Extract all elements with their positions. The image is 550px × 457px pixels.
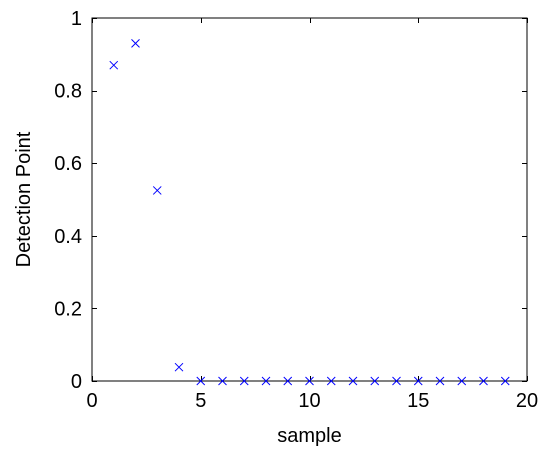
data-point — [435, 376, 445, 386]
y-tick-label: 0 — [71, 371, 82, 393]
data-point — [479, 376, 488, 386]
data-point — [174, 362, 184, 372]
data-point — [370, 376, 380, 386]
data-point — [457, 376, 467, 386]
data-point — [305, 376, 314, 386]
data-point — [196, 376, 206, 386]
x-tick-label: 15 — [407, 390, 429, 412]
data-point — [109, 60, 119, 70]
plot-frame-group — [91, 17, 528, 382]
x-tick-label: 10 — [298, 390, 320, 412]
y-tick-label: 1 — [71, 8, 82, 30]
data-point — [348, 376, 358, 386]
data-point — [218, 376, 227, 386]
x-tick-label: 0 — [86, 390, 97, 412]
y-tick-label: 0.6 — [54, 153, 82, 175]
x-tick-label: 5 — [195, 390, 206, 412]
plot-frame — [91, 17, 528, 382]
y-tick-label: 0.8 — [54, 81, 82, 103]
ticks-group — [92, 18, 528, 382]
data-point — [413, 376, 423, 386]
tick-labels-group: 0 5 10 15 20 0 0.2 0.4 0.6 0.8 1 — [54, 8, 538, 412]
data-point — [152, 186, 162, 195]
data-point — [500, 376, 510, 386]
x-axis-label: sample — [277, 425, 341, 447]
data-point — [283, 376, 293, 386]
data-point — [392, 376, 401, 386]
data-point — [239, 376, 249, 386]
data-point — [261, 376, 271, 386]
data-point — [131, 39, 140, 48]
y-tick-label: 0.4 — [54, 226, 82, 248]
x-tick-label: 20 — [516, 390, 538, 412]
y-tick-label: 0.2 — [54, 298, 82, 320]
data-point — [326, 376, 336, 386]
data-points-group — [109, 39, 510, 386]
y-axis-label: Detection Point — [13, 131, 35, 267]
